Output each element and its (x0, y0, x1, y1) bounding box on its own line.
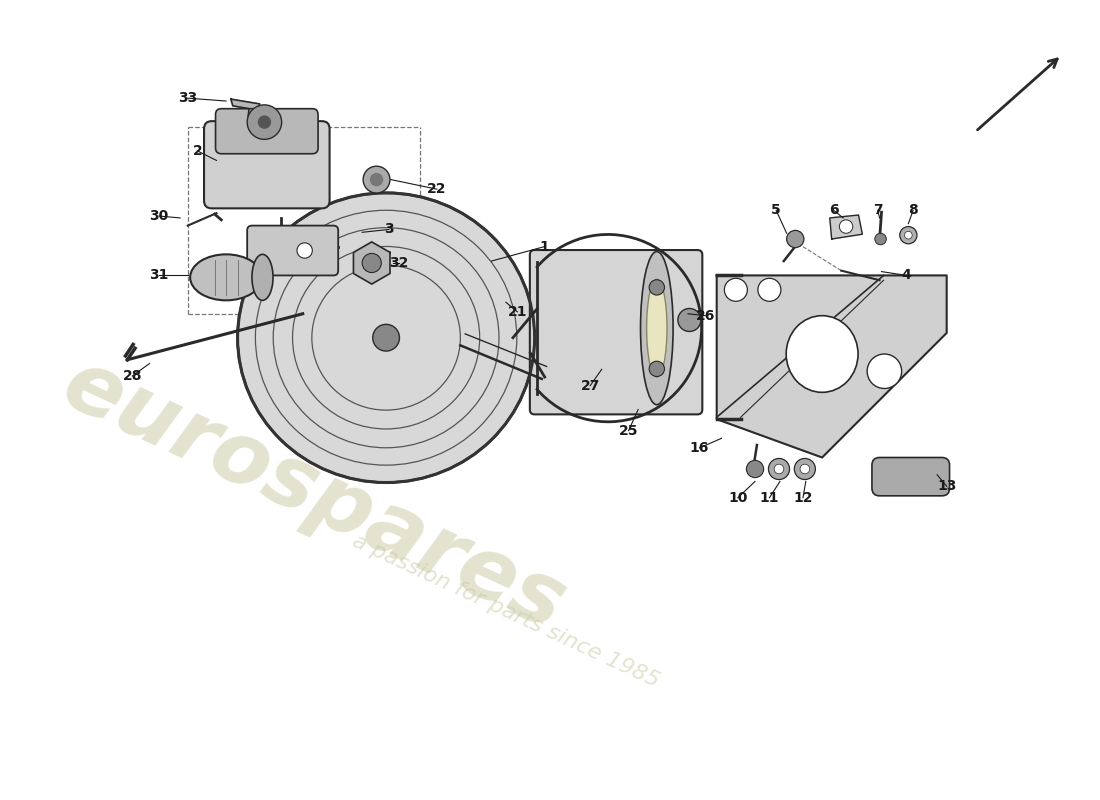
Text: 11: 11 (760, 490, 779, 505)
Text: 1: 1 (539, 240, 549, 254)
Ellipse shape (786, 316, 858, 392)
Circle shape (248, 105, 282, 139)
FancyBboxPatch shape (872, 458, 949, 496)
Circle shape (800, 464, 810, 474)
Text: 12: 12 (793, 490, 813, 505)
Circle shape (874, 234, 887, 245)
Text: 6: 6 (828, 203, 838, 218)
Text: 32: 32 (389, 256, 408, 270)
Circle shape (362, 254, 382, 273)
Circle shape (794, 458, 815, 479)
Circle shape (786, 230, 804, 248)
Circle shape (649, 361, 664, 377)
Circle shape (904, 231, 912, 239)
Ellipse shape (640, 251, 673, 405)
Text: 21: 21 (507, 305, 527, 319)
Circle shape (649, 280, 664, 295)
Text: 26: 26 (695, 309, 715, 322)
Text: 33: 33 (178, 91, 197, 105)
Circle shape (900, 226, 917, 244)
Circle shape (758, 278, 781, 302)
Circle shape (774, 464, 784, 474)
Text: 13: 13 (937, 479, 956, 494)
Circle shape (747, 460, 763, 478)
Polygon shape (829, 215, 862, 239)
Text: 8: 8 (909, 203, 918, 218)
FancyBboxPatch shape (248, 226, 338, 275)
Circle shape (769, 458, 790, 479)
Text: 5: 5 (771, 203, 781, 218)
Circle shape (257, 115, 271, 129)
Text: 10: 10 (728, 490, 748, 505)
FancyBboxPatch shape (204, 121, 330, 208)
Text: eurospares: eurospares (50, 343, 579, 649)
Ellipse shape (190, 254, 262, 300)
Circle shape (725, 278, 747, 302)
Circle shape (370, 173, 383, 186)
Circle shape (678, 309, 701, 331)
Circle shape (867, 354, 902, 389)
Text: 25: 25 (619, 424, 638, 438)
Text: 16: 16 (690, 441, 710, 455)
Ellipse shape (252, 254, 273, 300)
Text: 30: 30 (150, 209, 168, 223)
Circle shape (297, 243, 312, 258)
Polygon shape (353, 242, 390, 284)
Polygon shape (717, 275, 947, 458)
Text: 28: 28 (122, 369, 142, 383)
Ellipse shape (647, 279, 667, 377)
Text: 22: 22 (427, 182, 447, 196)
Text: 2: 2 (192, 144, 202, 158)
Circle shape (363, 166, 389, 193)
Text: 4: 4 (902, 269, 911, 282)
Text: 31: 31 (150, 269, 168, 282)
FancyBboxPatch shape (530, 250, 702, 414)
Ellipse shape (373, 324, 399, 351)
Text: 27: 27 (581, 378, 600, 393)
Circle shape (839, 220, 853, 234)
Ellipse shape (238, 193, 535, 482)
Text: a passion for parts since 1985: a passion for parts since 1985 (349, 530, 662, 691)
Polygon shape (231, 99, 260, 118)
FancyBboxPatch shape (216, 109, 318, 154)
Text: 3: 3 (384, 222, 394, 237)
Text: 7: 7 (873, 203, 882, 218)
